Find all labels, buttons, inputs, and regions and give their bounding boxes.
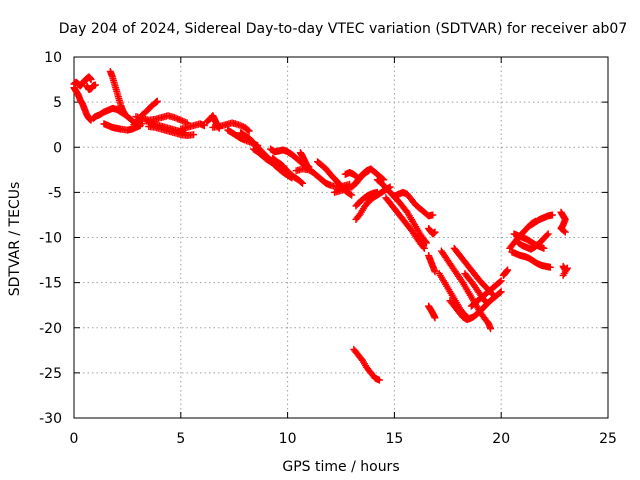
data-point (543, 231, 551, 239)
series-tr19 (269, 154, 307, 187)
data-point (136, 122, 144, 130)
data-point (353, 173, 361, 181)
series-tr41 (499, 266, 512, 279)
series-tr29 (382, 194, 428, 252)
y-tick-label: -15 (39, 276, 62, 292)
y-tick-label: -25 (39, 366, 62, 382)
series-tr10 (145, 122, 198, 140)
data-point (544, 230, 552, 238)
data-point (153, 97, 161, 105)
x-axis-label: GPS time / hours (282, 459, 399, 475)
series-tr37 (446, 297, 475, 324)
series-tr35 (437, 247, 495, 333)
data-point (299, 179, 307, 187)
series-tr4 (106, 67, 129, 119)
data-point (348, 191, 356, 199)
series-tr21 (292, 165, 354, 191)
plot-frame (73, 56, 609, 419)
data-point (497, 277, 505, 285)
series-tr1 (70, 73, 95, 90)
data-point (540, 244, 548, 252)
x-tick-label: 15 (385, 431, 403, 447)
series-tr47 (557, 208, 569, 236)
data-point (375, 376, 383, 384)
data-point (419, 243, 427, 251)
y-tick-label: -30 (39, 411, 62, 427)
y-tick-label: -20 (39, 321, 62, 337)
y-tick-label: 10 (44, 50, 62, 66)
y-axis-label: SDTVAR / TECUs (7, 182, 23, 297)
data-point (365, 167, 373, 175)
y-axis-ticks: 10 5 0 -5 -10 -15 -20 -25 -30 (39, 50, 608, 427)
series-tr43 (508, 248, 554, 271)
data-point (244, 126, 252, 134)
x-tick-label: 0 (70, 431, 79, 447)
series-tr45 (514, 230, 552, 253)
series-tr31 (425, 224, 439, 238)
data-point (496, 278, 504, 286)
x-tick-label: 5 (176, 431, 185, 447)
series-tr25 (341, 169, 362, 182)
series-tr49 (350, 345, 383, 384)
data-point (431, 228, 439, 236)
series-tr32 (425, 252, 439, 276)
data-point (496, 289, 504, 297)
data-point (420, 244, 428, 252)
series-tr40 (472, 288, 505, 319)
y-tick-label: 5 (53, 95, 62, 111)
data-point (546, 263, 554, 271)
series-tr2 (70, 84, 95, 124)
x-tick-label: 25 (599, 431, 617, 447)
data-point (431, 268, 439, 276)
data-point (548, 211, 556, 219)
data-point (561, 228, 569, 236)
data-point (422, 239, 430, 247)
y-tick-label: -10 (39, 231, 62, 247)
data-point (297, 178, 305, 186)
series-tr30 (390, 188, 437, 220)
data-point (431, 314, 439, 322)
chart-title: Day 204 of 2024, Sidereal Day-to-day VTE… (59, 21, 628, 37)
data-point (467, 314, 475, 322)
data-point (487, 325, 495, 333)
y-tick-label: -5 (48, 185, 62, 201)
data-point (200, 122, 208, 130)
data-point (504, 266, 512, 274)
data-point (560, 227, 568, 235)
series-tr3 (83, 81, 99, 93)
series-tr13 (209, 119, 253, 135)
series-tr46 (527, 211, 556, 229)
data-point (245, 127, 253, 135)
data-point (91, 81, 99, 89)
data-point (497, 288, 505, 296)
series-tr18 (267, 145, 309, 169)
x-tick-label: 20 (492, 431, 510, 447)
data-point (354, 174, 362, 182)
data-points (70, 67, 571, 384)
data-point (559, 271, 567, 279)
y-tick-label: 0 (53, 140, 62, 156)
series-tr48 (559, 262, 571, 279)
data-point (429, 211, 437, 219)
series-tr33 (425, 302, 439, 322)
series-tr11 (177, 120, 208, 133)
series-tr39 (467, 277, 505, 310)
x-tick-label: 10 (279, 431, 297, 447)
x-axis-ticks: 0 5 10 15 20 25 (70, 57, 617, 447)
data-point (87, 76, 95, 84)
data-point (190, 131, 198, 139)
